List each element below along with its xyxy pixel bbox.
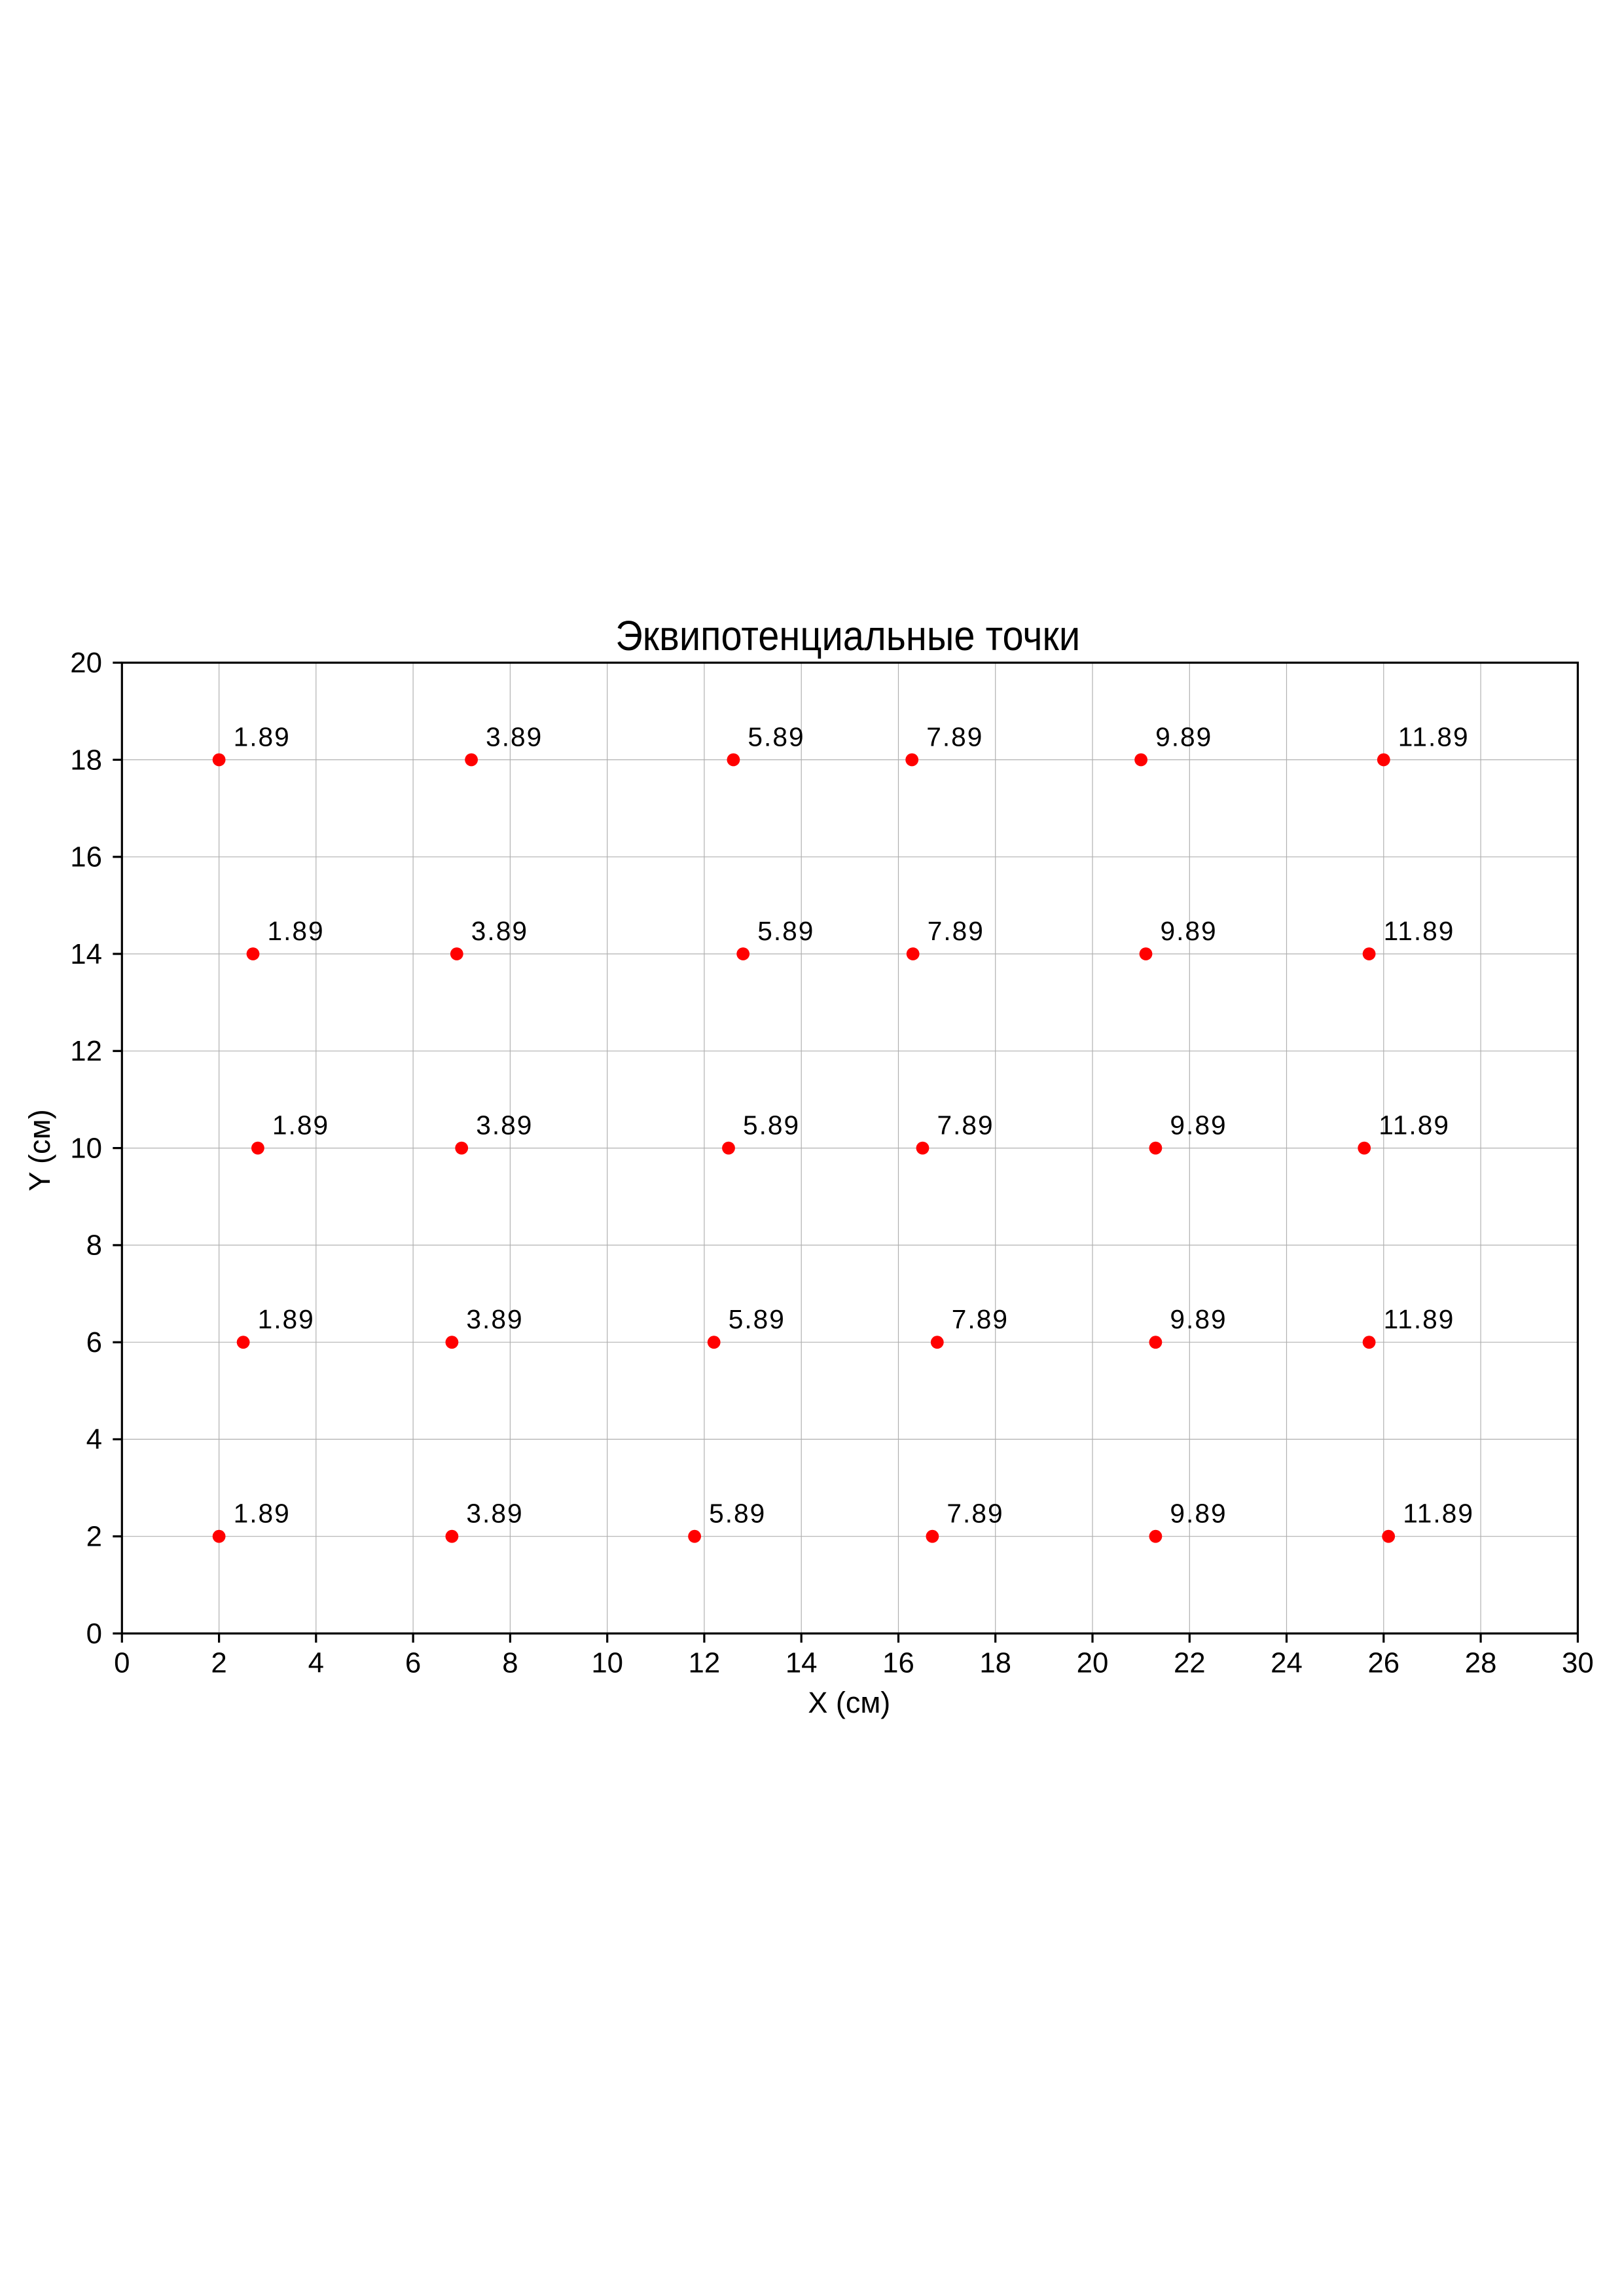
svg-text:7.89: 7.89 xyxy=(952,1304,1009,1334)
svg-text:6: 6 xyxy=(405,1647,421,1679)
svg-text:7.89: 7.89 xyxy=(926,722,983,752)
svg-text:3.89: 3.89 xyxy=(466,1304,523,1334)
svg-text:9.89: 9.89 xyxy=(1170,1499,1227,1529)
svg-text:12: 12 xyxy=(689,1647,721,1679)
svg-text:4: 4 xyxy=(308,1647,324,1679)
svg-text:2: 2 xyxy=(86,1521,102,1553)
svg-text:11.89: 11.89 xyxy=(1384,916,1455,946)
svg-text:16: 16 xyxy=(882,1647,914,1679)
svg-text:X (см): X (см) xyxy=(808,1686,890,1719)
svg-text:3.89: 3.89 xyxy=(476,1110,533,1140)
svg-text:12: 12 xyxy=(70,1035,102,1067)
svg-text:0: 0 xyxy=(86,1618,102,1650)
svg-text:1.89: 1.89 xyxy=(234,1499,291,1529)
svg-text:30: 30 xyxy=(1562,1647,1594,1679)
svg-text:28: 28 xyxy=(1465,1647,1497,1679)
svg-text:7.89: 7.89 xyxy=(928,916,984,946)
svg-text:1.89: 1.89 xyxy=(234,722,291,752)
svg-text:9.89: 9.89 xyxy=(1170,1110,1227,1140)
svg-text:0: 0 xyxy=(114,1647,130,1679)
svg-text:11.89: 11.89 xyxy=(1384,1304,1455,1334)
svg-text:10: 10 xyxy=(70,1132,102,1164)
svg-text:1.89: 1.89 xyxy=(268,916,325,946)
svg-text:Эквипотенциальные точки: Эквипотенциальные точки xyxy=(615,612,1080,659)
svg-text:5.89: 5.89 xyxy=(709,1499,766,1529)
svg-text:11.89: 11.89 xyxy=(1398,722,1470,752)
svg-text:20: 20 xyxy=(70,647,102,679)
svg-text:10: 10 xyxy=(591,1647,623,1679)
svg-text:20: 20 xyxy=(1077,1647,1109,1679)
svg-text:5.89: 5.89 xyxy=(729,1304,785,1334)
svg-text:14: 14 xyxy=(70,938,102,970)
svg-text:7.89: 7.89 xyxy=(937,1110,994,1140)
svg-text:16: 16 xyxy=(70,841,102,873)
svg-text:6: 6 xyxy=(86,1326,102,1358)
svg-text:24: 24 xyxy=(1271,1647,1303,1679)
svg-text:5.89: 5.89 xyxy=(748,722,804,752)
svg-text:1.89: 1.89 xyxy=(258,1304,315,1334)
svg-text:26: 26 xyxy=(1367,1647,1399,1679)
svg-text:1.89: 1.89 xyxy=(272,1110,329,1140)
svg-text:8: 8 xyxy=(502,1647,518,1679)
svg-text:5.89: 5.89 xyxy=(757,916,814,946)
svg-text:14: 14 xyxy=(785,1647,818,1679)
svg-text:11.89: 11.89 xyxy=(1403,1499,1474,1529)
svg-text:9.89: 9.89 xyxy=(1161,916,1218,946)
svg-text:3.89: 3.89 xyxy=(466,1499,523,1529)
svg-text:9.89: 9.89 xyxy=(1170,1304,1227,1334)
svg-text:18: 18 xyxy=(979,1647,1011,1679)
svg-text:Y (см): Y (см) xyxy=(23,1109,56,1191)
svg-text:3.89: 3.89 xyxy=(486,722,543,752)
svg-text:9.89: 9.89 xyxy=(1155,722,1212,752)
svg-text:18: 18 xyxy=(70,744,102,776)
svg-text:5.89: 5.89 xyxy=(743,1110,800,1140)
svg-text:2: 2 xyxy=(211,1647,226,1679)
svg-text:3.89: 3.89 xyxy=(471,916,528,946)
svg-text:22: 22 xyxy=(1174,1647,1206,1679)
svg-text:11.89: 11.89 xyxy=(1379,1110,1450,1140)
svg-text:8: 8 xyxy=(86,1230,102,1262)
svg-text:7.89: 7.89 xyxy=(947,1499,1003,1529)
svg-text:4: 4 xyxy=(86,1423,102,1455)
